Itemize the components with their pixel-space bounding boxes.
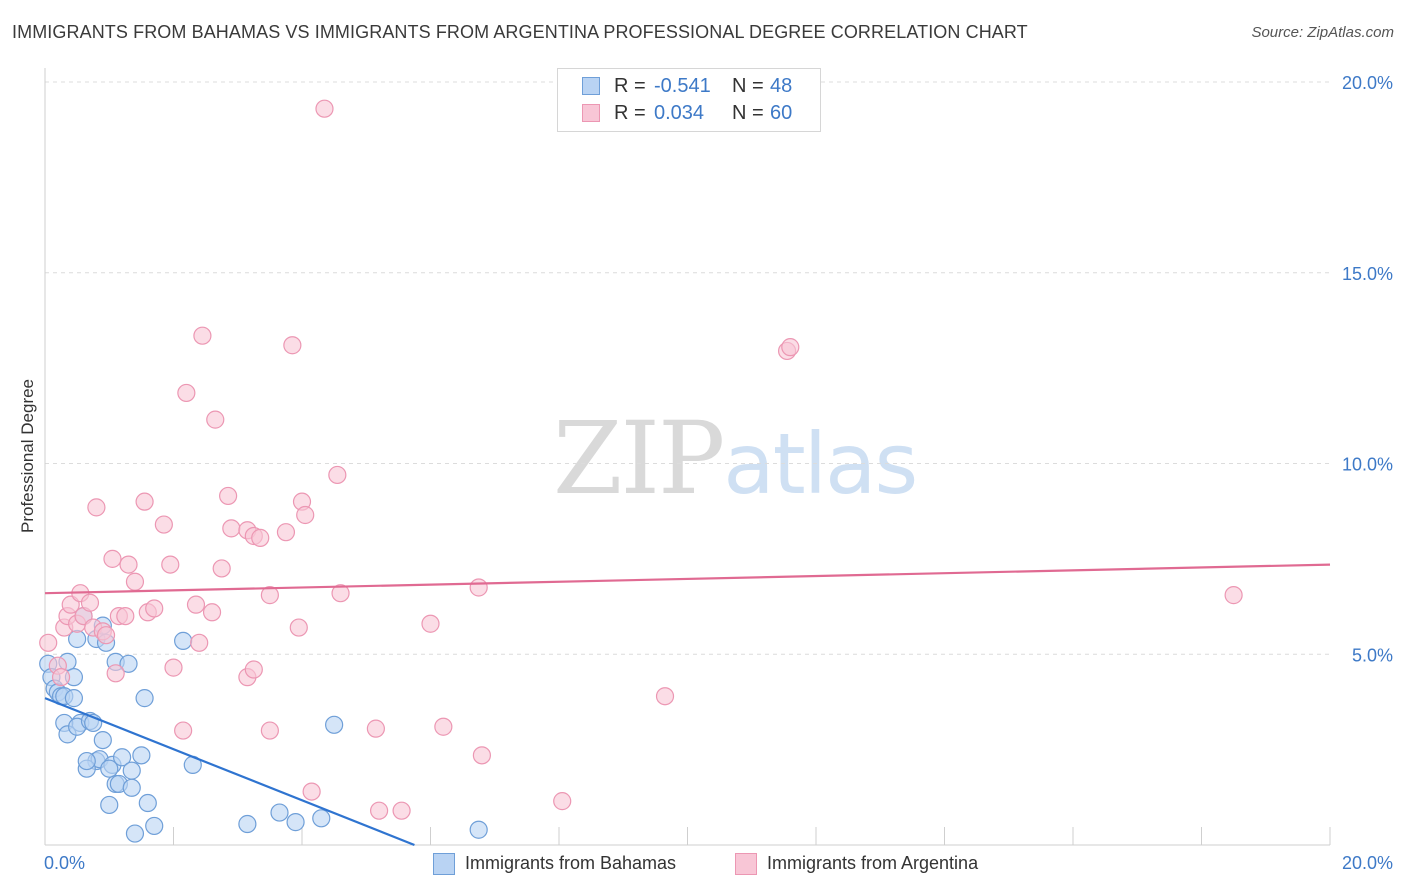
legend-label-argentina: Immigrants from Argentina bbox=[767, 853, 979, 873]
bahamas-trendline bbox=[44, 697, 415, 847]
argentina-point bbox=[206, 410, 225, 429]
argentina-point bbox=[260, 721, 279, 740]
argentina-point bbox=[125, 572, 145, 591]
chart-title: IMMIGRANTS FROM BAHAMAS VS IMMIGRANTS FR… bbox=[12, 22, 1028, 42]
bahamas-point bbox=[174, 631, 193, 650]
argentina-point bbox=[434, 717, 453, 736]
argentina-point bbox=[276, 523, 296, 542]
bahamas-legend-swatch bbox=[433, 853, 455, 875]
argentina-point bbox=[283, 336, 302, 355]
r-value: 0.034 bbox=[654, 102, 705, 124]
argentina-point bbox=[289, 618, 308, 637]
argentina-point bbox=[106, 664, 125, 683]
bahamas-point bbox=[122, 778, 141, 797]
argentina-point bbox=[655, 687, 675, 706]
x-tick-label: 20.0% bbox=[1342, 853, 1393, 873]
argentina-point bbox=[251, 528, 270, 547]
n-label: N = bbox=[732, 75, 764, 97]
argentina-point bbox=[315, 99, 334, 118]
argentina-point bbox=[1224, 586, 1243, 605]
argentina-point bbox=[119, 555, 138, 574]
y-tick-label: 20.0% bbox=[1342, 73, 1393, 93]
bahamas-point bbox=[312, 809, 331, 828]
argentina-point bbox=[164, 658, 183, 677]
bahamas-swatch bbox=[582, 77, 600, 95]
bahamas-point bbox=[132, 746, 151, 765]
argentina-point bbox=[212, 559, 231, 578]
bahamas-point bbox=[325, 715, 344, 734]
argentina-point bbox=[421, 614, 440, 633]
bahamas-point bbox=[138, 793, 157, 813]
argentina-point bbox=[174, 721, 193, 740]
argentina-point bbox=[145, 599, 164, 618]
argentina-point bbox=[328, 465, 347, 485]
argentina-point bbox=[469, 578, 488, 597]
y-tick-label: 15.0% bbox=[1342, 264, 1393, 284]
argentina-point bbox=[331, 584, 350, 603]
bahamas-point bbox=[145, 816, 164, 836]
bahamas-point bbox=[77, 751, 96, 771]
argentina-point bbox=[472, 746, 491, 765]
x-tick-label: 0.0% bbox=[44, 853, 85, 873]
argentina-point bbox=[161, 555, 180, 574]
bahamas-point bbox=[238, 814, 257, 834]
argentina-legend-swatch bbox=[735, 853, 757, 875]
bahamas-point bbox=[286, 813, 305, 832]
chart-source: Source: ZipAtlas.com bbox=[1251, 24, 1394, 41]
argentina-point bbox=[135, 492, 154, 511]
argentina-swatch bbox=[582, 104, 600, 122]
bahamas-point bbox=[119, 654, 138, 673]
argentina-point bbox=[116, 606, 135, 626]
argentina-point bbox=[190, 633, 209, 652]
argentina-point bbox=[219, 486, 238, 506]
n-value: 48 bbox=[770, 75, 793, 97]
stats-legend: R = -0.541 N = 48 R = 0.034 N = 60 bbox=[557, 68, 821, 132]
argentina-point bbox=[302, 782, 321, 801]
argentina-point bbox=[202, 603, 222, 622]
argentina-point bbox=[193, 326, 212, 345]
argentina-point bbox=[87, 498, 106, 517]
y-tick-label: 10.0% bbox=[1342, 455, 1393, 475]
bahamas-point bbox=[125, 824, 145, 843]
argentina-point bbox=[154, 515, 173, 534]
n-value: 60 bbox=[770, 102, 793, 124]
argentina-point bbox=[370, 801, 389, 820]
y-tick-label: 5.0% bbox=[1352, 645, 1393, 665]
watermark-zip: ZIP bbox=[553, 400, 725, 517]
bahamas-point bbox=[469, 820, 488, 839]
argentina-point bbox=[103, 549, 122, 568]
argentina-point bbox=[96, 626, 116, 645]
argentina-point bbox=[553, 792, 572, 811]
bahamas-point bbox=[122, 761, 141, 780]
argentina-point bbox=[177, 383, 196, 403]
bahamas-point bbox=[100, 795, 119, 815]
argentina-point bbox=[296, 505, 315, 525]
argentina-point bbox=[51, 668, 71, 687]
argentina-point bbox=[80, 593, 100, 612]
bahamas-point bbox=[270, 803, 289, 822]
r-label: R = bbox=[614, 75, 646, 97]
n-label: N = bbox=[732, 102, 764, 124]
argentina-point bbox=[222, 519, 241, 538]
argentina-point bbox=[781, 338, 800, 357]
bahamas-point bbox=[64, 689, 84, 708]
argentina-point bbox=[186, 595, 206, 614]
argentina-point bbox=[392, 801, 411, 820]
argentina-trendline bbox=[44, 563, 1331, 595]
argentina-point bbox=[39, 633, 58, 652]
bahamas-point bbox=[135, 689, 154, 708]
argentina-point bbox=[260, 586, 279, 605]
r-label: R = bbox=[614, 102, 646, 124]
r-value: -0.541 bbox=[654, 75, 711, 97]
argentina-point bbox=[366, 719, 385, 738]
legend-label-bahamas: Immigrants from Bahamas bbox=[465, 853, 677, 873]
argentina-point bbox=[244, 660, 263, 679]
bahamas-point bbox=[112, 748, 132, 767]
bahamas-point bbox=[100, 759, 119, 778]
bahamas-point bbox=[93, 730, 112, 750]
